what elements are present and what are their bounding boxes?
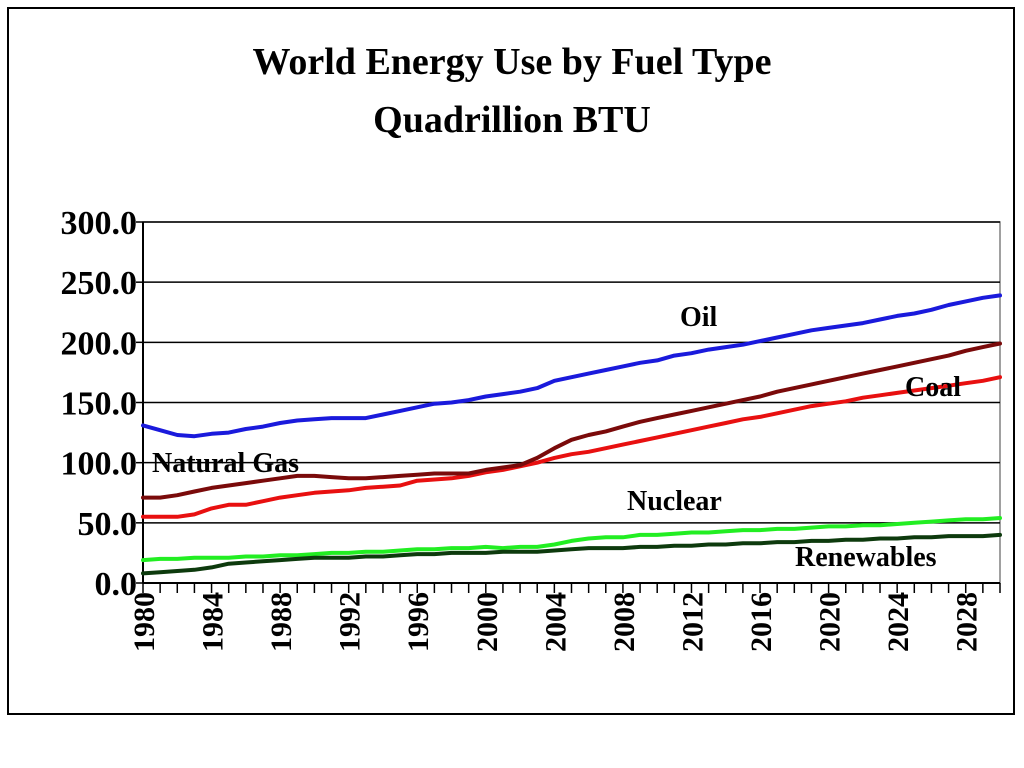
series-line-natural-gas [141,341,1002,500]
x-tick-label: 1980 [128,592,161,652]
series-label-coal: Coal [905,372,961,403]
y-tick-label: 50.0 [78,506,138,543]
x-tick-label: 2008 [608,592,641,652]
x-tick-label: 1992 [334,592,367,652]
series-line-coal [141,375,1002,519]
x-tick-label: 2000 [471,592,504,652]
series-label-nuclear: Nuclear [627,486,722,517]
series-line-renewables [141,532,1002,576]
y-tick-label: 0.0 [95,566,138,603]
x-tick-label: 1988 [265,592,298,652]
y-tick-label: 100.0 [61,446,138,483]
y-tick-label: 250.0 [61,265,138,302]
x-tick-label: 1984 [197,592,230,652]
series-line-oil [141,293,1002,439]
series-label-natural-gas: Natural Gas [152,448,299,479]
x-tick-label: 2028 [951,592,984,652]
x-tick-label: 2020 [814,592,847,652]
x-tick-label: 2012 [676,592,709,652]
series-label-renewables: Renewables [795,542,937,573]
y-tick-label: 200.0 [61,325,138,362]
x-tick-label: 1996 [402,592,435,652]
x-tick-label: 2024 [882,592,915,652]
chart-subtitle: Quadrillion BTU [373,99,651,141]
chart-frame [7,7,1015,715]
chart-title: World Energy Use by Fuel Type [252,41,772,83]
x-tick-label: 2016 [745,592,778,652]
series-label-oil: Oil [680,302,718,333]
series-line-nuclear [141,516,1002,563]
x-tick-label: 2004 [539,592,572,652]
y-tick-label: 300.0 [61,205,138,242]
y-tick-label: 150.0 [61,386,138,423]
